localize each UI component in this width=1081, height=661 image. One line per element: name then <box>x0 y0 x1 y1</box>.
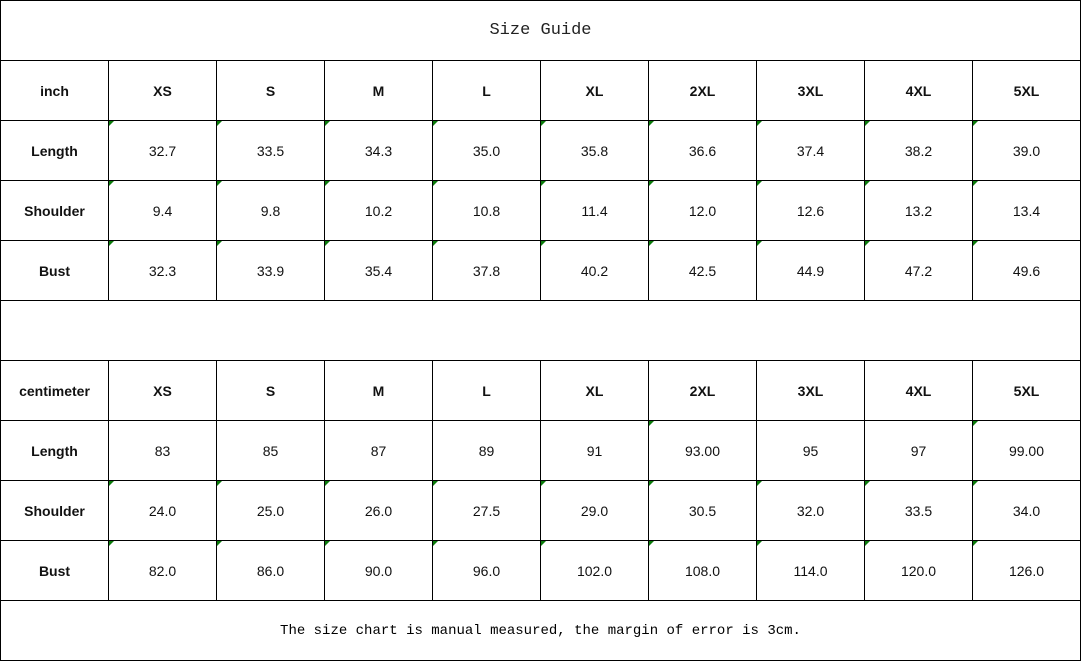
value-cell: 32.0 <box>756 480 865 541</box>
row-label: Bust <box>0 240 109 301</box>
size-header-l: L <box>432 360 541 421</box>
size-header-5xl: 5XL <box>972 60 1081 121</box>
value-cell: 35.8 <box>540 120 649 181</box>
value-cell: 47.2 <box>864 240 973 301</box>
value-cell: 93.00 <box>648 420 757 481</box>
value-cell: 37.4 <box>756 120 865 181</box>
value-cell: 26.0 <box>324 480 433 541</box>
value-cell: 27.5 <box>432 480 541 541</box>
value-cell: 33.5 <box>216 120 325 181</box>
row-label: Length <box>0 120 109 181</box>
value-cell: 9.4 <box>108 180 217 241</box>
size-header-xs: XS <box>108 60 217 121</box>
value-cell: 35.0 <box>432 120 541 181</box>
size-header-4xl: 4XL <box>864 60 973 121</box>
size-header-3xl: 3XL <box>756 60 865 121</box>
row-label: Shoulder <box>0 180 109 241</box>
value-cell: 12.0 <box>648 180 757 241</box>
value-cell: 99.00 <box>972 420 1081 481</box>
value-cell: 35.4 <box>324 240 433 301</box>
value-cell: 95 <box>756 420 865 481</box>
value-cell: 97 <box>864 420 973 481</box>
value-cell: 49.6 <box>972 240 1081 301</box>
value-cell: 36.6 <box>648 120 757 181</box>
value-cell: 126.0 <box>972 540 1081 601</box>
value-cell: 34.0 <box>972 480 1081 541</box>
title-row: Size Guide <box>0 0 1081 61</box>
value-cell: 86.0 <box>216 540 325 601</box>
value-cell: 83 <box>108 420 217 481</box>
measurement-row-bust: Bust 32.3 33.9 35.4 37.8 40.2 42.5 44.9 47.2 49.6 <box>0 240 1081 301</box>
value-cell: 40.2 <box>540 240 649 301</box>
value-cell: 30.5 <box>648 480 757 541</box>
spacer-row <box>0 300 1081 361</box>
note-row: The size chart is manual measured, the m… <box>0 600 1081 661</box>
value-cell: 12.6 <box>756 180 865 241</box>
unit-label: inch <box>0 60 109 121</box>
size-header-xl: XL <box>540 60 649 121</box>
size-header-3xl: 3XL <box>756 360 865 421</box>
row-label: Length <box>0 420 109 481</box>
value-cell: 13.4 <box>972 180 1081 241</box>
row-label: Bust <box>0 540 109 601</box>
value-cell: 33.9 <box>216 240 325 301</box>
value-cell: 89 <box>432 420 541 481</box>
size-header-s: S <box>216 360 325 421</box>
row-label: Shoulder <box>0 480 109 541</box>
value-cell: 24.0 <box>108 480 217 541</box>
size-header-xs: XS <box>108 360 217 421</box>
measurement-row-bust: Bust 82.0 86.0 90.0 96.0 102.0 108.0 114.0 120.0… <box>0 540 1081 601</box>
spacer-cell <box>0 300 1081 361</box>
size-header-xl: XL <box>540 360 649 421</box>
size-header-4xl: 4XL <box>864 360 973 421</box>
value-cell: 91 <box>540 420 649 481</box>
value-cell: 9.8 <box>216 180 325 241</box>
measurement-row-shoulder: Shoulder 24.0 25.0 26.0 27.5 29.0 30.5 32.0 33.5… <box>0 480 1081 541</box>
value-cell: 120.0 <box>864 540 973 601</box>
header-row: inch XS S M L XL 2XL 3XL 4XL 5XL <box>0 60 1081 121</box>
value-cell: 44.9 <box>756 240 865 301</box>
value-cell: 85 <box>216 420 325 481</box>
value-cell: 10.8 <box>432 180 541 241</box>
size-header-5xl: 5XL <box>972 360 1081 421</box>
measurement-row-length: Length 83 85 87 89 91 93.00 95 97 99.00 <box>0 420 1081 481</box>
size-header-2xl: 2XL <box>648 360 757 421</box>
value-cell: 37.8 <box>432 240 541 301</box>
value-cell: 42.5 <box>648 240 757 301</box>
measurement-row-shoulder: Shoulder 9.4 9.8 10.2 10.8 11.4 12.0 12.6 13.2 13… <box>0 180 1081 241</box>
measurement-note: The size chart is manual measured, the m… <box>0 600 1081 661</box>
size-header-2xl: 2XL <box>648 60 757 121</box>
value-cell: 25.0 <box>216 480 325 541</box>
unit-label: centimeter <box>0 360 109 421</box>
value-cell: 13.2 <box>864 180 973 241</box>
value-cell: 87 <box>324 420 433 481</box>
value-cell: 90.0 <box>324 540 433 601</box>
value-cell: 38.2 <box>864 120 973 181</box>
value-cell: 11.4 <box>540 180 649 241</box>
size-header-m: M <box>324 60 433 121</box>
measurement-row-length: Length 32.7 33.5 34.3 35.0 35.8 36.6 37.4 38.2 39… <box>0 120 1081 181</box>
value-cell: 82.0 <box>108 540 217 601</box>
value-cell: 102.0 <box>540 540 649 601</box>
value-cell: 108.0 <box>648 540 757 601</box>
value-cell: 33.5 <box>864 480 973 541</box>
value-cell: 32.7 <box>108 120 217 181</box>
value-cell: 114.0 <box>756 540 865 601</box>
size-header-l: L <box>432 60 541 121</box>
size-header-m: M <box>324 360 433 421</box>
value-cell: 32.3 <box>108 240 217 301</box>
value-cell: 96.0 <box>432 540 541 601</box>
value-cell: 39.0 <box>972 120 1081 181</box>
page-title: Size Guide <box>0 0 1081 61</box>
header-row: centimeter XS S M L XL 2XL 3XL 4XL 5XL <box>0 360 1081 421</box>
size-header-s: S <box>216 60 325 121</box>
value-cell: 10.2 <box>324 180 433 241</box>
value-cell: 29.0 <box>540 480 649 541</box>
value-cell: 34.3 <box>324 120 433 181</box>
